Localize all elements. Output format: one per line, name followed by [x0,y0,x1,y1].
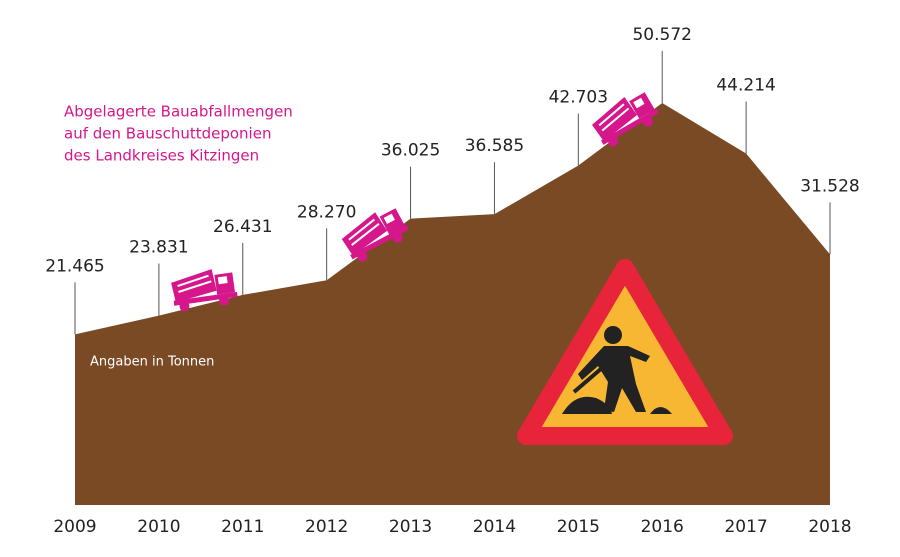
truck-icon [341,208,410,262]
truck-icon [592,92,659,147]
x-tick-label: 2017 [724,517,767,537]
x-tick-label: 2009 [53,517,96,537]
chart-title: Abgelagerte Bauabfallmengen [64,103,293,121]
value-label: 26.431 [213,217,272,237]
x-tick-label: 2015 [557,517,600,537]
value-label: 36.025 [381,141,440,161]
value-label: 36.585 [465,136,524,156]
chart-title: auf den Bauschuttdeponien [64,125,271,143]
truck-icon [171,269,238,312]
x-tick-label: 2016 [641,517,684,537]
value-label: 44.214 [716,76,775,96]
x-tick-label: 2010 [137,517,180,537]
value-label: 42.703 [549,88,608,108]
x-tick-label: 2011 [221,517,264,537]
x-tick-label: 2014 [473,517,516,537]
value-label: 28.270 [297,202,356,222]
value-label: 50.572 [632,25,691,45]
value-label: 23.831 [129,238,188,258]
chart-title: des Landkreises Kitzingen [64,147,259,165]
x-tick-label: 2013 [389,517,432,537]
value-label: 21.465 [45,256,104,276]
warning-sign [517,259,733,445]
annotation: Angaben in Tonnen [90,355,214,370]
value-label: 31.528 [800,176,859,196]
x-tick-label: 2012 [305,517,348,537]
x-tick-label: 2018 [808,517,851,537]
